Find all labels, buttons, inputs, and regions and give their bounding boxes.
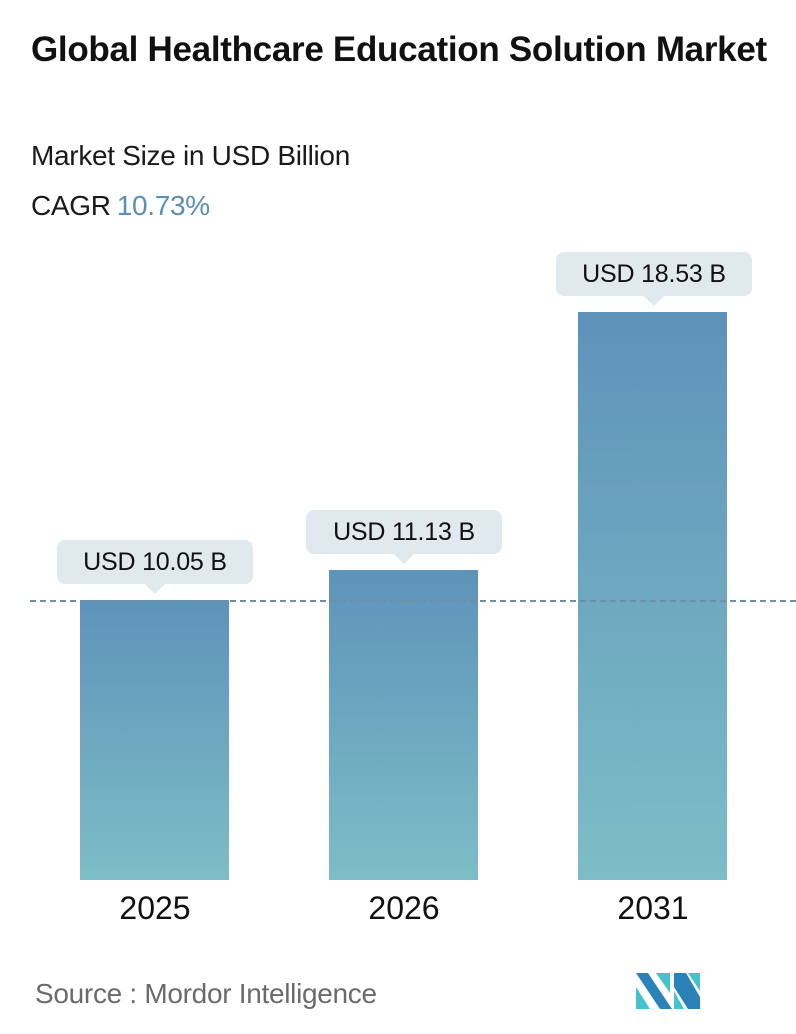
bar-2025 [80,600,229,880]
cagr-value: 10.73% [116,190,210,221]
x-tick-2026: 2026 [368,890,440,926]
bar-2026 [329,570,478,880]
mordor-intelligence-logo-icon [636,973,700,1009]
value-label-2026: USD 11.13 B [306,510,502,564]
cagr-line: CAGR 10.73% [31,190,210,222]
bar-2031 [578,312,727,880]
source-text: Source : Mordor Intelligence [35,978,377,1009]
value-label-2025: USD 10.05 B [57,540,253,594]
x-tick-2025: 2025 [119,890,191,926]
x-tick-2031: 2031 [617,890,689,926]
chart-title: Global Healthcare Education Solution Mar… [31,30,767,69]
cagr-label: CAGR [31,190,111,221]
chart-subtitle: Market Size in USD Billion [31,140,350,171]
reference-dashed-line [30,600,796,602]
value-label-2031: USD 18.53 B [556,252,752,306]
